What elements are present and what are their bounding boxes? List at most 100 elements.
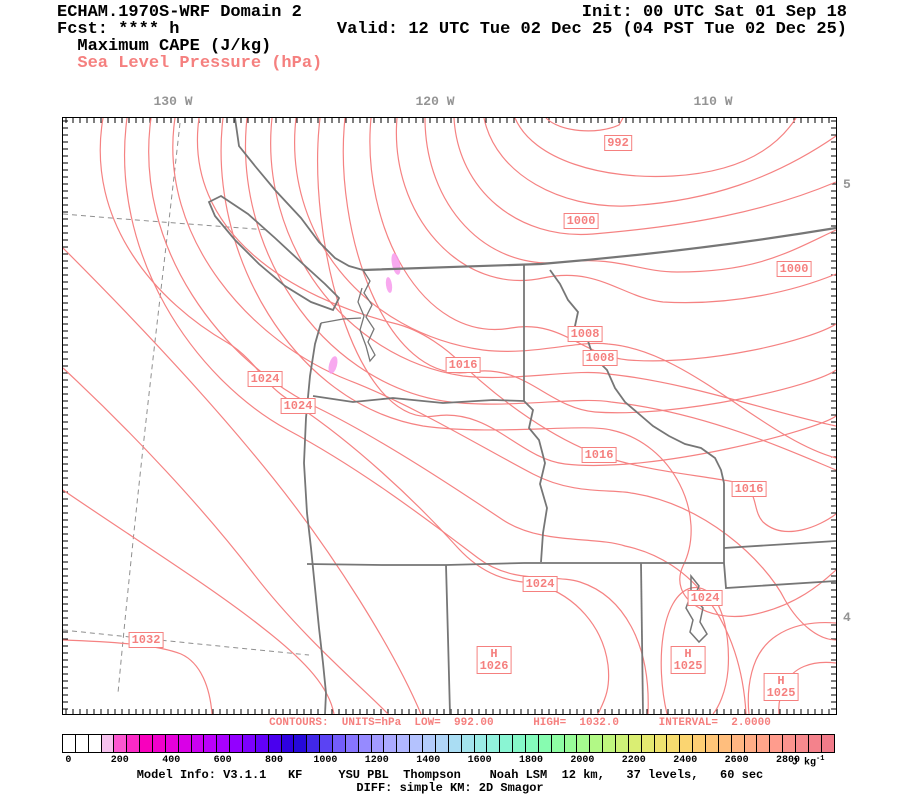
colorbar-cell [513,735,526,752]
colorbar-cell [243,735,256,752]
colorbar-tick-label: 1000 [313,755,338,766]
colorbar-cell [358,735,372,752]
pressure-contour [453,118,836,236]
colorbar-tick-labels: 0 200 400 600 800 1000 1200 1400 1600 1800 2000 220… [62,753,835,767]
colorbar-cell [821,735,834,752]
colorbar-tick-label: 1200 [364,755,389,766]
colorbar-cell [63,735,76,752]
colorbar-cell [101,735,115,752]
colorbar-tick-label: 2800 [776,755,801,766]
pressure-contour [172,118,836,641]
colorbar-tick-label: 1600 [467,755,492,766]
colorbar-tick-label: 400 [162,755,181,766]
frame-tick-marks [63,118,836,714]
longitude-label: 110 W [693,94,733,109]
colorbar-tick-label: 2600 [724,755,749,766]
geo-border [207,194,341,312]
colorbar-cell [615,735,629,752]
colorbar-cell [487,735,501,752]
geo-border [445,564,451,714]
colorbar-cell [255,735,269,752]
pressure-contour [196,118,836,532]
colorbar-cell [744,735,758,752]
colorbar-cell [680,735,694,752]
colorbar-cell [628,735,642,752]
colorbar-cell [500,735,514,752]
pressure-contour [369,118,836,362]
map-svg [63,118,836,714]
graticule-line [117,122,181,694]
colorbar-cell [153,735,166,752]
colorbar-cell [770,735,784,752]
longitude-label: 120 W [415,94,455,109]
pressure-contour [483,118,836,207]
colorbar-cell [718,735,732,752]
colorbar-tick-label: 1400 [416,755,441,766]
pressure-contour [220,118,836,617]
contour-info-line: CONTOURS: UNITS=hPa LOW= 992.00 HIGH= 10… [269,717,771,729]
colorbar-cell [667,735,681,752]
colorbar-cell [294,735,308,752]
colorbar-tick-label: 0 [65,755,72,766]
pressure-contour [63,247,422,714]
field-label-cape: Maximum CAPE (J/kg) [57,37,272,56]
geo-border [357,269,376,363]
colorbar-tick-label: 2000 [570,755,595,766]
pressure-contour [342,118,836,414]
cape-shaded-area [328,356,338,374]
colorbar-tick-label: 2400 [673,755,698,766]
forecast-hour-label: Fcst: **** h [57,20,180,39]
colorbar-cell [538,735,552,752]
pressure-contour [63,639,213,714]
colorbar-cell [551,735,565,752]
colorbar-cell [345,735,359,752]
geo-border [723,540,836,549]
colorbar-cell [731,735,745,752]
colorbar-cell [230,735,244,752]
colorbar-cell [435,735,449,752]
graticule-line [63,213,269,231]
colorbar-cell [423,735,436,752]
geo-border [362,226,836,272]
colorbar-cell [603,735,616,752]
latitude-label: 5 [843,177,851,192]
model-info-line2: DIFF: simple KM: 2D Smagor [356,781,544,795]
colorbar-cell [693,735,706,752]
pressure-contour [63,367,389,714]
colorbar-cell [88,735,102,752]
colorbar-tick-label: 1800 [519,755,544,766]
colorbar-cell [140,735,154,752]
pressure-contour [99,118,610,714]
geo-border [640,562,644,714]
colorbar-cell [191,735,205,752]
pressure-contour [660,587,730,714]
pressure-contour [148,118,747,714]
pressure-contour [514,118,797,178]
colorbar-cell [474,735,488,752]
colorbar-cell [461,735,475,752]
colorbar-cell [757,735,771,752]
map-frame: 992 1000 1000 1008 1008 1016 1024 1024 1016 1016 1… [62,117,837,715]
colorbar-cell [75,735,89,752]
colorbar-cell [320,735,334,752]
longitude-label: 130 W [153,94,193,109]
colorbar-cell [204,735,218,752]
colorbar-cell [654,735,668,752]
colorbar-cell [577,735,591,752]
colorbar-cell [705,735,719,752]
colorbar-cell [217,735,231,752]
time-block: Init: 00 UTC Sat 01 Sep 18 Valid: 12 UTC… [337,4,847,38]
colorbar-cell [783,735,796,752]
geo-border [312,395,525,404]
field-label-slp: Sea Level Pressure (hPa) [57,54,323,73]
colorbar-cell [268,735,282,752]
colorbar-cell [590,735,604,752]
colorbar-tick-label: 2200 [621,755,646,766]
colorbar-cell [410,735,424,752]
colorbar-cell [448,735,462,752]
colorbar-cell [333,735,346,752]
geo-border [306,562,724,566]
pressure-contour [317,118,836,467]
pressure-contour [545,118,624,132]
